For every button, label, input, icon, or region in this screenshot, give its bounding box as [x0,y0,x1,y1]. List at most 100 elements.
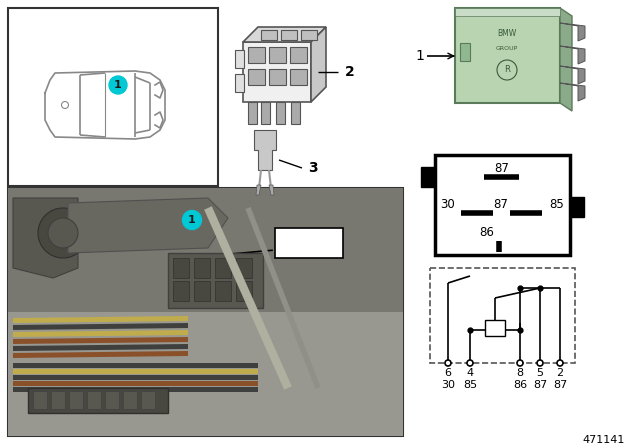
Bar [570,197,584,217]
Bar [173,281,189,301]
Polygon shape [13,363,258,368]
Circle shape [467,360,473,366]
Polygon shape [254,130,276,170]
Polygon shape [256,185,261,195]
Bar [33,391,47,409]
Polygon shape [13,323,188,330]
Bar [235,74,244,92]
Bar [290,69,307,85]
Text: 1: 1 [415,49,424,63]
Bar [248,47,265,63]
Circle shape [48,218,78,248]
Bar [194,281,210,301]
Bar [168,253,263,308]
Bar [269,69,286,85]
Text: 30: 30 [440,198,456,211]
Bar [236,258,252,278]
Bar [8,188,403,312]
Circle shape [182,211,202,229]
Polygon shape [560,83,585,101]
Bar [141,391,155,409]
Bar [8,8,218,186]
Text: 87: 87 [553,380,567,390]
Bar [123,391,137,409]
Polygon shape [311,27,326,102]
Bar [248,69,265,85]
Text: 86: 86 [479,227,495,240]
Text: 2: 2 [345,65,355,79]
Text: 85: 85 [463,380,477,390]
Polygon shape [13,316,188,323]
Polygon shape [13,375,258,380]
Text: 87: 87 [495,163,509,176]
Bar [235,50,244,68]
Circle shape [537,360,543,366]
Bar [87,391,101,409]
Polygon shape [560,66,585,84]
Polygon shape [13,198,78,278]
Bar [194,258,210,278]
Bar [421,167,435,187]
Polygon shape [269,185,274,195]
Text: 8: 8 [516,368,524,378]
Circle shape [445,360,451,366]
Polygon shape [560,46,585,64]
Bar [485,320,505,336]
Bar [215,258,231,278]
Text: R: R [504,65,510,74]
Circle shape [557,360,563,366]
Bar [248,102,257,124]
Bar [243,42,311,102]
Bar [28,388,168,413]
Polygon shape [13,330,188,337]
Text: GROUP: GROUP [496,46,518,51]
Bar [236,281,252,301]
Text: 87: 87 [493,198,508,211]
Text: 87: 87 [533,380,547,390]
Polygon shape [13,337,188,344]
Bar [173,258,189,278]
Text: 86: 86 [513,380,527,390]
Bar [69,391,83,409]
Circle shape [38,208,88,258]
Bar [290,47,307,63]
Bar [215,281,231,301]
Bar [261,30,277,40]
Text: 6: 6 [445,368,451,378]
Bar [51,391,65,409]
Circle shape [517,360,523,366]
Bar [435,155,570,255]
Polygon shape [560,23,585,41]
Bar [8,312,403,436]
Bar [455,8,560,16]
Circle shape [109,76,127,94]
Bar [281,30,297,40]
Text: 1: 1 [114,80,122,90]
Bar [8,188,403,436]
Text: K6*1B: K6*1B [293,244,325,254]
Bar [301,30,317,40]
Text: 4: 4 [467,368,474,378]
Text: BMW: BMW [497,29,516,38]
Polygon shape [13,344,188,351]
Bar [105,391,119,409]
Bar [455,8,560,103]
Text: K6: K6 [300,231,317,244]
Bar [291,102,300,124]
Bar [430,268,575,363]
Bar [261,102,270,124]
Polygon shape [243,27,326,42]
Bar [276,102,285,124]
Text: 30: 30 [441,380,455,390]
Text: 85: 85 [550,198,564,211]
Polygon shape [13,351,188,358]
Polygon shape [13,369,258,374]
Polygon shape [68,198,228,253]
Bar [460,43,470,61]
Polygon shape [13,381,258,386]
Polygon shape [560,8,572,111]
Text: 3: 3 [308,161,317,175]
Text: 5: 5 [536,368,543,378]
Text: 1: 1 [188,215,196,225]
Bar [275,228,343,258]
